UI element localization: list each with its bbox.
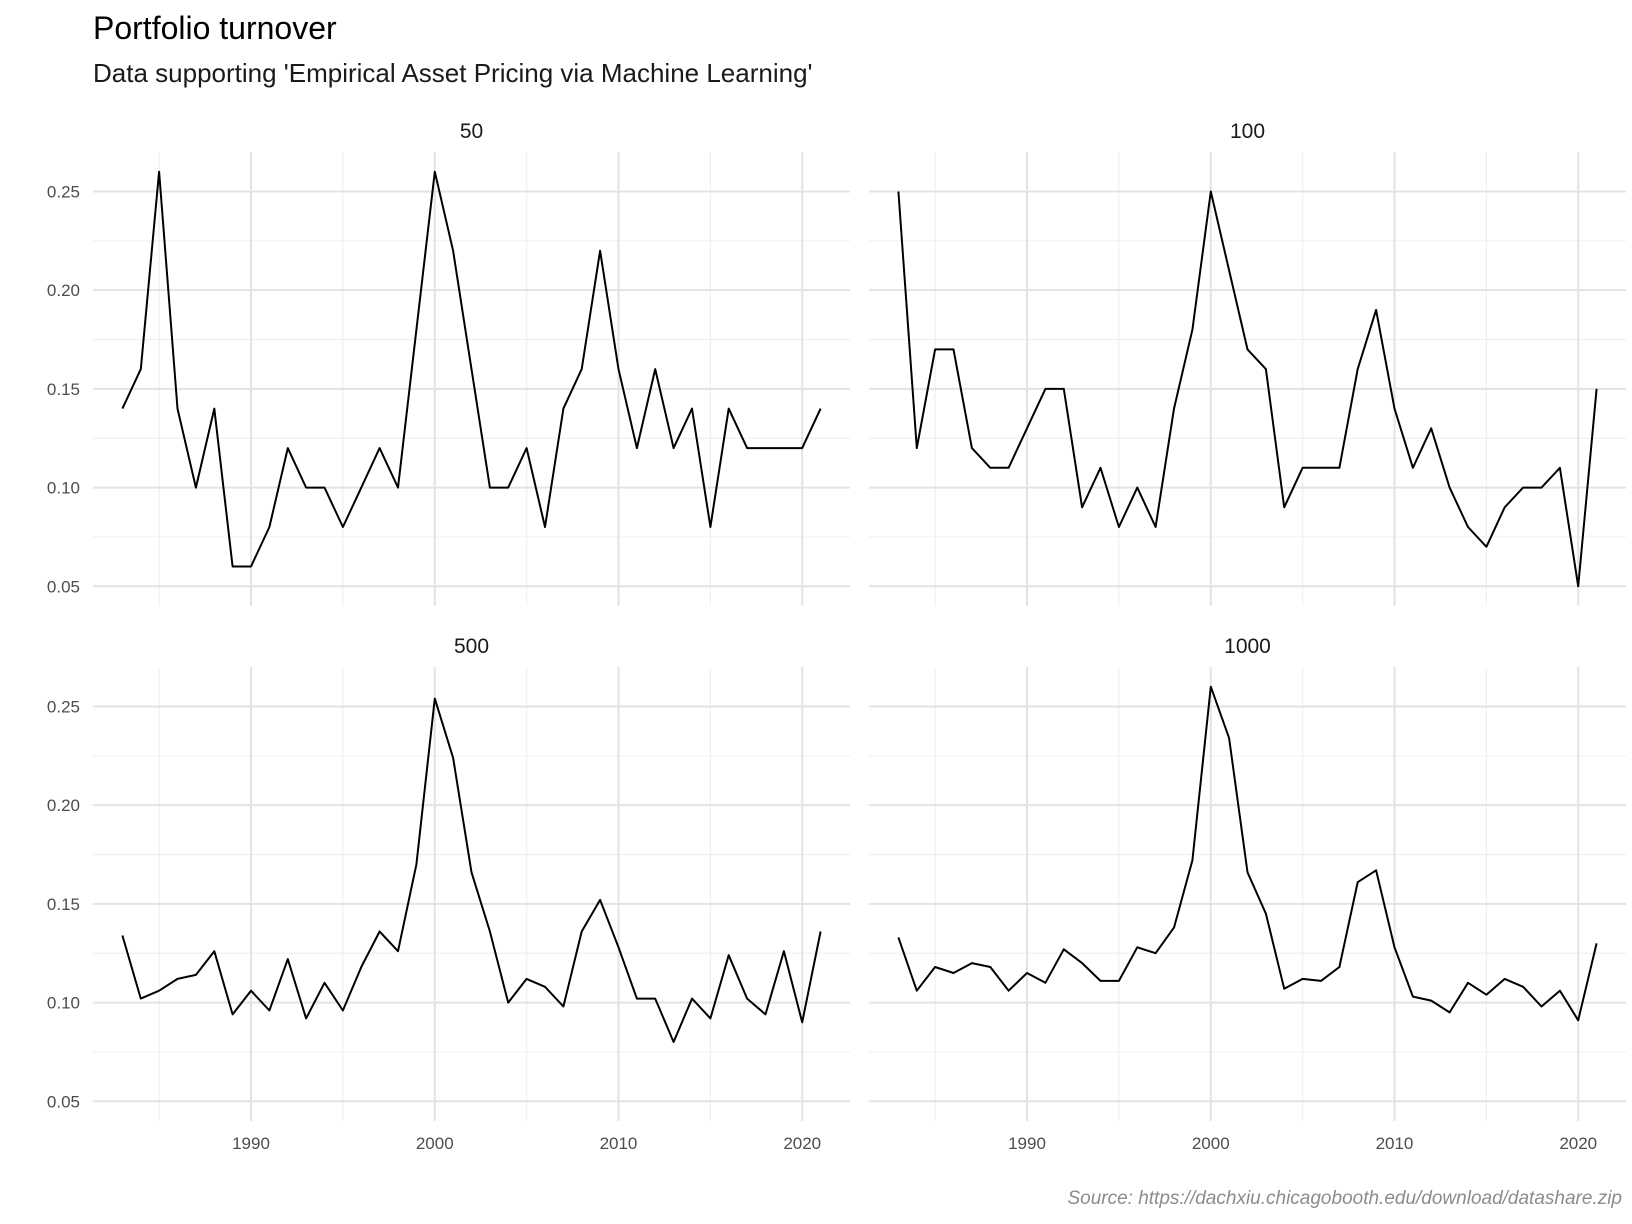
facet-panel-100: 100 [869, 120, 1626, 606]
chart-title: Portfolio turnover [93, 10, 337, 46]
facet-panel-500: 500 0.05 0.10 0.15 0.20 0.25 1990 2000 2010 2020 [47, 635, 850, 1153]
x-tick-label: 2020 [783, 1134, 821, 1153]
facet-label: 50 [460, 120, 483, 143]
facet-panel-50: 50 0.05 0.10 0.15 0.20 0.25 [47, 120, 850, 606]
x-tick-label: 1990 [1008, 1134, 1046, 1153]
chart-subtitle: Data supporting 'Empirical Asset Pricing… [93, 58, 813, 88]
x-tick-label: 2000 [416, 1134, 454, 1153]
series-line-100 [897, 190, 1598, 588]
y-tick-label: 0.05 [47, 1092, 80, 1111]
x-tick-label: 2020 [1559, 1134, 1597, 1153]
facet-label: 100 [1230, 120, 1265, 143]
y-tick-label: 0.15 [47, 380, 80, 399]
y-tick-label: 0.25 [47, 697, 80, 716]
y-tick-label: 0.10 [47, 479, 80, 498]
x-tick-label: 1990 [232, 1134, 270, 1153]
facet-panel-1000: 1000 1990 2000 2010 2020 [869, 635, 1626, 1153]
series-line-50 [121, 170, 822, 568]
y-tick-label: 0.20 [47, 796, 80, 815]
y-tick-label: 0.25 [47, 182, 80, 201]
y-tick-label: 0.15 [47, 895, 80, 914]
y-tick-label: 0.20 [47, 281, 80, 300]
y-tick-label: 0.05 [47, 577, 80, 596]
source-caption: Source: https://dachxiu.chicagobooth.edu… [1067, 1188, 1622, 1209]
x-tick-label: 2010 [1376, 1134, 1414, 1153]
series-line-500 [121, 697, 822, 1043]
y-tick-label: 0.10 [47, 994, 80, 1013]
x-tick-label: 2010 [600, 1134, 638, 1153]
facet-label: 500 [454, 635, 489, 658]
facet-label: 1000 [1224, 635, 1271, 658]
x-tick-label: 2000 [1192, 1134, 1230, 1153]
series-line-1000 [897, 685, 1598, 1022]
